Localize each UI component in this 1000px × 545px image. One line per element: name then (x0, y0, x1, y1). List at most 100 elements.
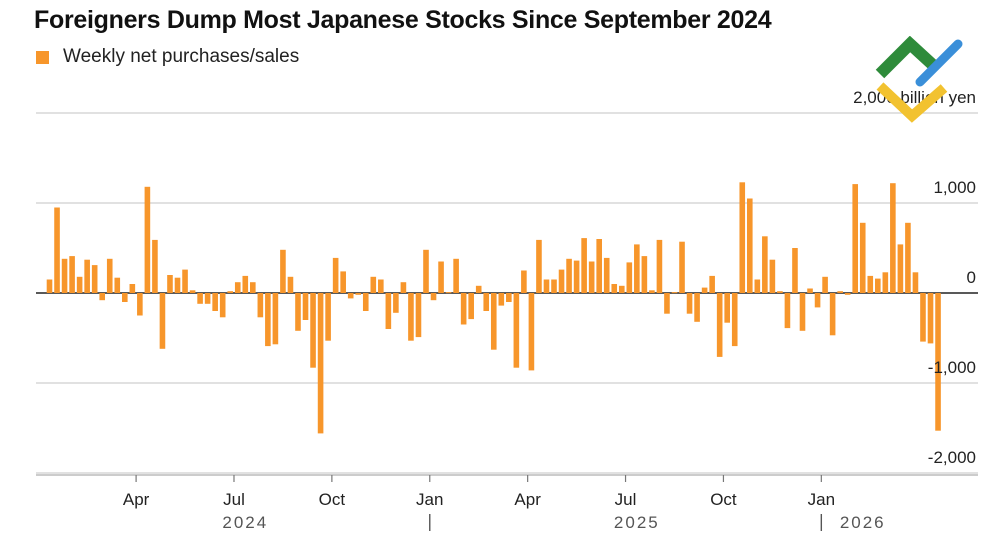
bar (144, 186, 151, 293)
bar (671, 292, 678, 294)
bar (521, 270, 527, 293)
bar (859, 222, 866, 293)
x-tick-label: Oct (319, 490, 346, 509)
bar (792, 248, 798, 293)
bar (867, 275, 874, 293)
bar (227, 291, 234, 293)
year-label: 2024 (222, 513, 268, 532)
bar (784, 293, 791, 329)
bar (445, 292, 452, 294)
bar (611, 284, 618, 293)
bar (814, 293, 821, 308)
bar (890, 183, 896, 293)
bar (250, 282, 256, 293)
bar (905, 222, 911, 293)
bar (596, 239, 602, 293)
year-label: 2026 (840, 513, 886, 532)
bar (242, 275, 249, 293)
bar (137, 293, 143, 316)
bar (829, 293, 836, 336)
bar (385, 293, 392, 329)
bar (912, 272, 919, 293)
bar (257, 293, 264, 318)
x-tick-label: Jan (416, 490, 443, 509)
bar (513, 293, 520, 368)
x-tick-label: Oct (710, 490, 737, 509)
bar (99, 293, 106, 301)
brand-logo-icon (875, 36, 963, 123)
bar (573, 260, 580, 293)
logo-yellow-chevron (876, 82, 948, 123)
bar (106, 258, 113, 293)
bar (468, 293, 474, 320)
bar (114, 277, 121, 293)
bar (167, 275, 173, 293)
bar (355, 293, 362, 295)
legend-label: Weekly net purchases/sales (63, 46, 300, 67)
bar (61, 258, 68, 293)
bar (837, 291, 843, 293)
bar (656, 239, 663, 293)
bar (393, 293, 399, 313)
bar (295, 293, 301, 331)
bar (152, 239, 158, 293)
bar (844, 293, 851, 295)
bar (701, 287, 708, 293)
year-label: 2025 (614, 513, 660, 532)
bar (265, 293, 271, 347)
bar (212, 293, 218, 311)
chart-legend: Weekly net purchases/sales (36, 46, 299, 68)
bar (679, 241, 685, 293)
x-tick-label: Apr (514, 490, 541, 509)
bar (852, 184, 859, 293)
bar (822, 276, 828, 293)
bar (272, 293, 279, 345)
bar (325, 293, 331, 341)
bar (219, 293, 226, 318)
bar (340, 271, 346, 293)
x-tick-label: Apr (123, 490, 150, 509)
bar (694, 293, 700, 322)
bar (423, 249, 429, 293)
bar (920, 293, 926, 342)
x-tick-label: Jan (808, 490, 835, 509)
bar (897, 244, 904, 293)
bar (317, 293, 324, 434)
legend-swatch (36, 50, 49, 64)
y-tick-label: 1,000 (933, 178, 976, 197)
x-axis-ticks: Apr Jul Oct Jan Apr Jul Oct Jan (36, 474, 978, 509)
y-tick-label: -2,000 (928, 448, 976, 467)
bar (408, 293, 414, 341)
bar (204, 293, 211, 304)
bar (91, 265, 98, 293)
bar (686, 293, 693, 314)
bar (498, 293, 505, 306)
bar (709, 275, 715, 293)
bar (370, 276, 377, 293)
bar (182, 269, 188, 293)
bar (875, 278, 881, 293)
bar (536, 239, 542, 293)
bar (430, 293, 437, 301)
bar (882, 272, 889, 293)
bar (543, 279, 550, 293)
bar (460, 293, 467, 325)
bar (310, 293, 316, 368)
bar (347, 293, 354, 299)
bar (46, 279, 53, 293)
bar (551, 279, 557, 293)
bar (777, 291, 783, 293)
bar (400, 282, 407, 293)
bar (415, 293, 422, 338)
bar (754, 279, 761, 293)
bar (603, 257, 610, 293)
bar (588, 261, 595, 293)
logo-blue-stroke (915, 39, 963, 87)
bar (634, 244, 640, 293)
chart-title: Foreigners Dump Most Japanese Stocks Sin… (34, 6, 772, 34)
bar (558, 269, 565, 293)
bar (724, 293, 730, 323)
bar (483, 293, 490, 311)
bar (716, 293, 723, 357)
